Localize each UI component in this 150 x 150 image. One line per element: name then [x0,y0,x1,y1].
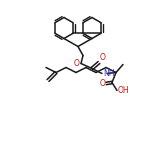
Text: O: O [73,59,79,68]
Text: O: O [99,79,105,88]
Text: OH: OH [118,86,130,95]
Text: NH: NH [103,69,114,78]
Text: O: O [100,52,106,62]
